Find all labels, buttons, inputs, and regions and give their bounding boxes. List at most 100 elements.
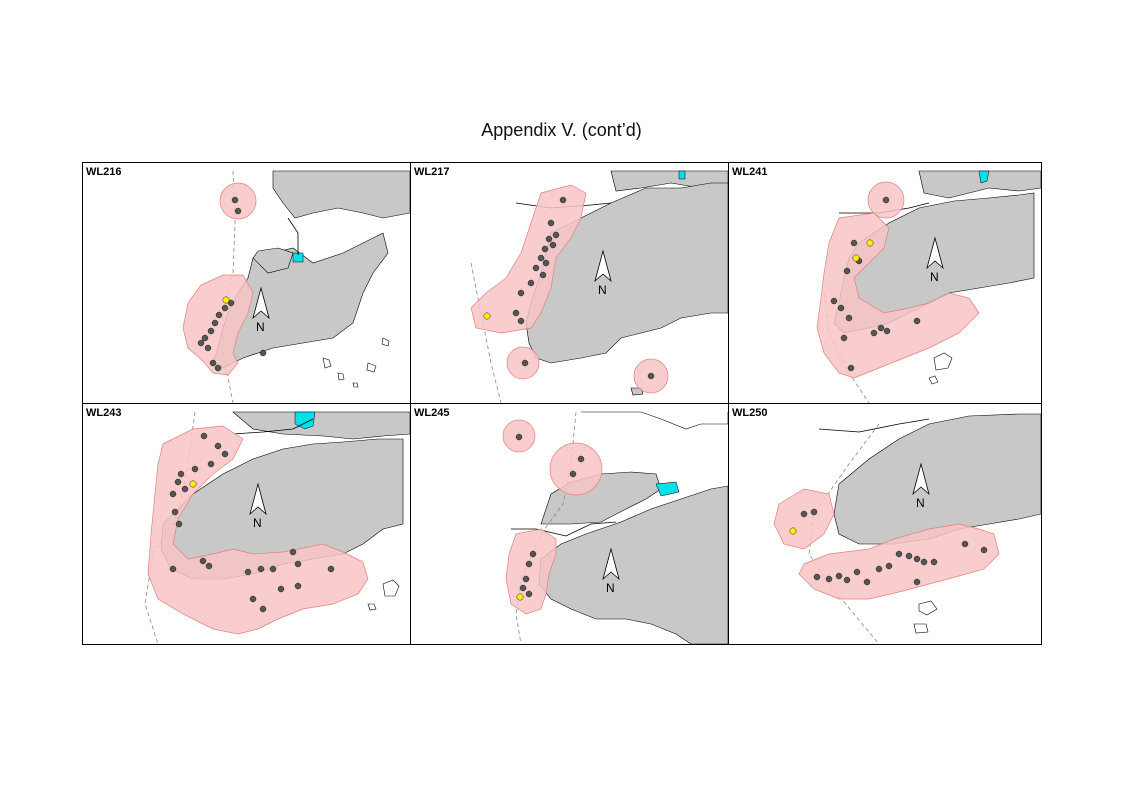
observation-point [227,299,235,307]
highlight-point [189,480,197,488]
observation-point [294,560,302,568]
observation-point [837,304,845,312]
north-label: N [930,270,939,284]
observation-point [249,595,257,603]
observation-point [547,219,555,227]
observation-point [835,572,843,580]
map-panel-wl245[interactable]: WL245 N [411,404,728,644]
observation-point [234,207,242,215]
observation-point [181,485,189,493]
north-arrow-icon [249,482,267,516]
observation-point [825,575,833,583]
highlight-point [852,254,860,262]
observation-point [207,460,215,468]
road [287,217,299,255]
island [630,387,644,396]
landmass [581,411,728,430]
map-canvas: N [470,170,728,403]
observation-point [200,432,208,440]
north-label: N [253,516,262,530]
landmass [918,170,1041,199]
water-feature [978,170,990,184]
island [322,337,390,388]
observation-point [215,311,223,319]
panel-label: WL245 [414,407,450,419]
observation-point [545,235,553,243]
observation-point [539,271,547,279]
observation-point [863,578,871,586]
observation-point [289,548,297,556]
page-title: Appendix V. (cont’d) [481,120,642,140]
map-canvas: N [816,170,1041,403]
observation-point [552,231,560,239]
island [928,352,953,385]
observation-point [204,344,212,352]
map-canvas: N [182,170,410,403]
map-canvas: N [144,411,410,644]
observation-point [517,317,525,325]
observation-point [541,245,549,253]
observation-point [522,575,530,583]
observation-point [191,465,199,473]
north-arrow-icon [602,547,620,581]
road [232,418,314,435]
landmass [538,485,728,644]
observation-point [847,364,855,372]
observation-point [257,565,265,573]
observation-point [569,470,577,478]
observation-point [517,289,525,297]
landmass [833,413,1041,545]
map-panel-wl243[interactable]: WL243 [83,404,410,644]
observation-point [980,546,988,554]
water-feature [294,411,316,430]
observation-point [214,442,222,450]
observation-point [207,327,215,335]
map-panel-wl250[interactable]: WL250 [729,404,1041,644]
map-panel-wl217[interactable]: WL217 [411,163,728,403]
observation-point [221,304,229,312]
highlight-point [483,312,491,320]
road [818,418,930,433]
map-panel-wl216[interactable]: WL216 [83,163,410,403]
panel-label: WL243 [86,407,122,419]
observation-point [327,565,335,573]
landmass [272,170,410,219]
observation-point [221,450,229,458]
panel-label: WL250 [732,407,768,419]
north-arrow-icon [594,249,612,283]
map-panel-wl241[interactable]: WL241 [729,163,1041,403]
buffer-zone [505,528,557,615]
observation-point [895,550,903,558]
observation-point [174,478,182,486]
observation-point [559,196,567,204]
north-label: N [606,581,615,595]
observation-point [882,196,890,204]
island [367,579,400,611]
highlight-point [866,239,874,247]
observation-point [259,605,267,613]
panel-label: WL216 [86,166,122,178]
panel-label: WL241 [732,166,768,178]
observation-point [542,259,550,267]
observation-point [515,433,523,441]
observation-point [875,565,883,573]
observation-point [277,585,285,593]
north-arrow-icon [912,462,930,496]
observation-point [512,309,520,317]
map-canvas: N [773,413,1041,644]
observation-point [175,520,183,528]
observation-point [537,254,545,262]
observation-point [529,550,537,558]
map-grid: WL216 [82,162,1042,645]
observation-point [199,557,207,565]
observation-point [843,267,851,275]
observation-point [171,508,179,516]
observation-point [845,314,853,322]
observation-point [913,578,921,586]
observation-point [205,562,213,570]
buffer-zone [470,184,587,334]
observation-point [913,555,921,563]
observation-point [201,334,209,342]
observation-point [813,573,821,581]
observation-point [961,540,969,548]
